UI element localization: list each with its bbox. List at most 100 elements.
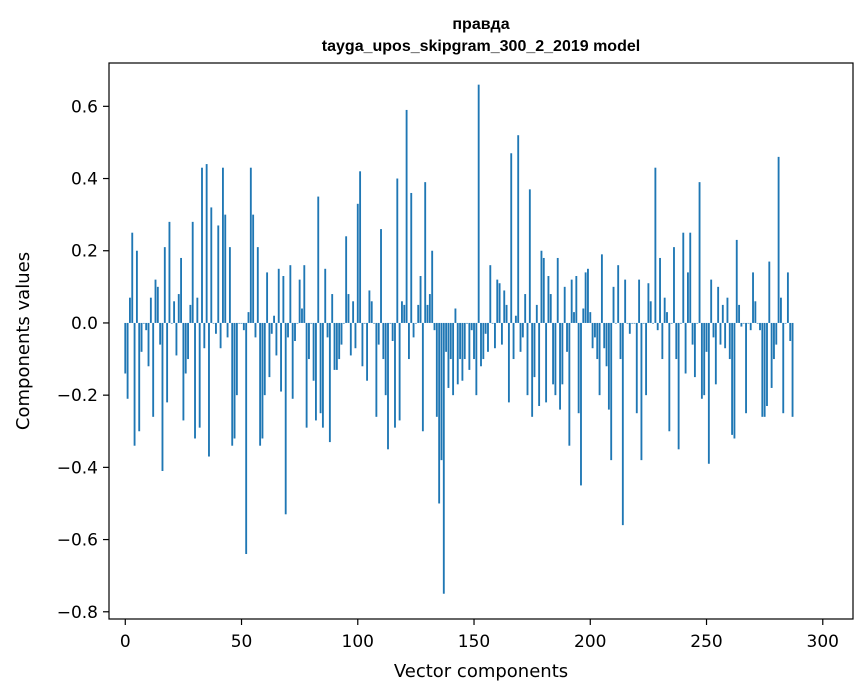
chart-subtitle: tayga_upos_skipgram_300_2_2019 model xyxy=(322,38,640,55)
bar xyxy=(370,301,373,323)
y-tick-label: −0.8 xyxy=(57,603,98,623)
bar xyxy=(489,265,492,323)
bar xyxy=(782,322,785,414)
bar xyxy=(724,322,727,349)
x-tick-label: 50 xyxy=(231,632,253,652)
bar xyxy=(412,322,415,338)
bar xyxy=(440,322,443,461)
bar xyxy=(784,322,787,324)
bar xyxy=(356,203,359,323)
bar xyxy=(219,322,222,349)
bar xyxy=(580,322,582,486)
bar xyxy=(563,286,566,323)
bar xyxy=(526,322,529,396)
bar xyxy=(391,322,394,341)
bar xyxy=(228,247,231,323)
bar xyxy=(633,322,636,324)
bar xyxy=(315,322,317,421)
bar xyxy=(373,322,375,324)
bar xyxy=(170,322,173,324)
x-tick-label: 200 xyxy=(574,632,606,652)
bar xyxy=(689,232,692,323)
bar xyxy=(749,322,752,331)
bar xyxy=(398,322,401,421)
bar xyxy=(454,308,457,323)
bar xyxy=(384,322,387,396)
bar xyxy=(259,322,262,446)
bar xyxy=(791,322,794,417)
bar xyxy=(496,279,499,323)
bar xyxy=(191,221,194,323)
bar xyxy=(270,322,273,334)
bar xyxy=(408,322,410,360)
bar xyxy=(421,322,424,432)
bar xyxy=(628,322,631,334)
bar xyxy=(738,304,741,323)
bar xyxy=(507,322,510,403)
bar xyxy=(389,322,392,324)
bar xyxy=(559,322,561,410)
bar xyxy=(687,272,689,323)
bar xyxy=(273,315,275,323)
bar xyxy=(335,322,338,370)
bar xyxy=(347,294,350,323)
bar xyxy=(735,239,738,323)
bar xyxy=(368,290,371,323)
bar xyxy=(203,322,206,349)
bar xyxy=(194,322,196,439)
bar xyxy=(361,322,364,367)
bar xyxy=(131,232,134,323)
bar xyxy=(280,322,282,392)
bar xyxy=(621,322,624,526)
bars-group xyxy=(124,84,794,594)
bar xyxy=(528,189,531,323)
bar xyxy=(703,322,706,396)
bar xyxy=(607,322,610,410)
bar xyxy=(710,279,713,323)
bar xyxy=(475,322,478,396)
bar xyxy=(494,322,496,349)
bar xyxy=(166,322,169,403)
bar xyxy=(354,322,357,349)
bar xyxy=(431,250,434,323)
bar xyxy=(714,322,717,385)
bar xyxy=(717,286,720,323)
bar xyxy=(756,322,759,324)
bar xyxy=(561,322,564,385)
bar xyxy=(505,304,508,323)
bar xyxy=(519,322,522,352)
bar xyxy=(498,283,501,323)
bar xyxy=(263,322,266,396)
bar xyxy=(377,322,380,345)
bar xyxy=(308,322,310,360)
bar xyxy=(624,279,627,323)
bar xyxy=(217,225,220,323)
bar xyxy=(282,276,285,323)
bar xyxy=(387,322,389,450)
bar xyxy=(294,322,296,341)
bar xyxy=(452,322,455,396)
bar xyxy=(591,322,594,349)
bar xyxy=(382,322,385,360)
bar xyxy=(226,322,229,338)
bar xyxy=(424,182,427,323)
bar xyxy=(503,290,506,323)
bar xyxy=(414,322,417,324)
y-tick-label: 0.0 xyxy=(71,314,98,334)
bar xyxy=(359,171,362,323)
bar xyxy=(521,322,524,338)
bar xyxy=(473,322,475,360)
bar xyxy=(410,192,413,323)
bar xyxy=(275,322,278,356)
bar xyxy=(396,178,399,323)
bar xyxy=(245,322,248,555)
bar xyxy=(321,322,324,428)
bar xyxy=(645,322,648,396)
bar xyxy=(666,312,668,323)
bar xyxy=(154,279,157,323)
bar xyxy=(556,257,559,323)
bar xyxy=(619,322,622,360)
bar xyxy=(610,322,613,461)
bar xyxy=(480,322,482,367)
bar xyxy=(542,257,545,323)
